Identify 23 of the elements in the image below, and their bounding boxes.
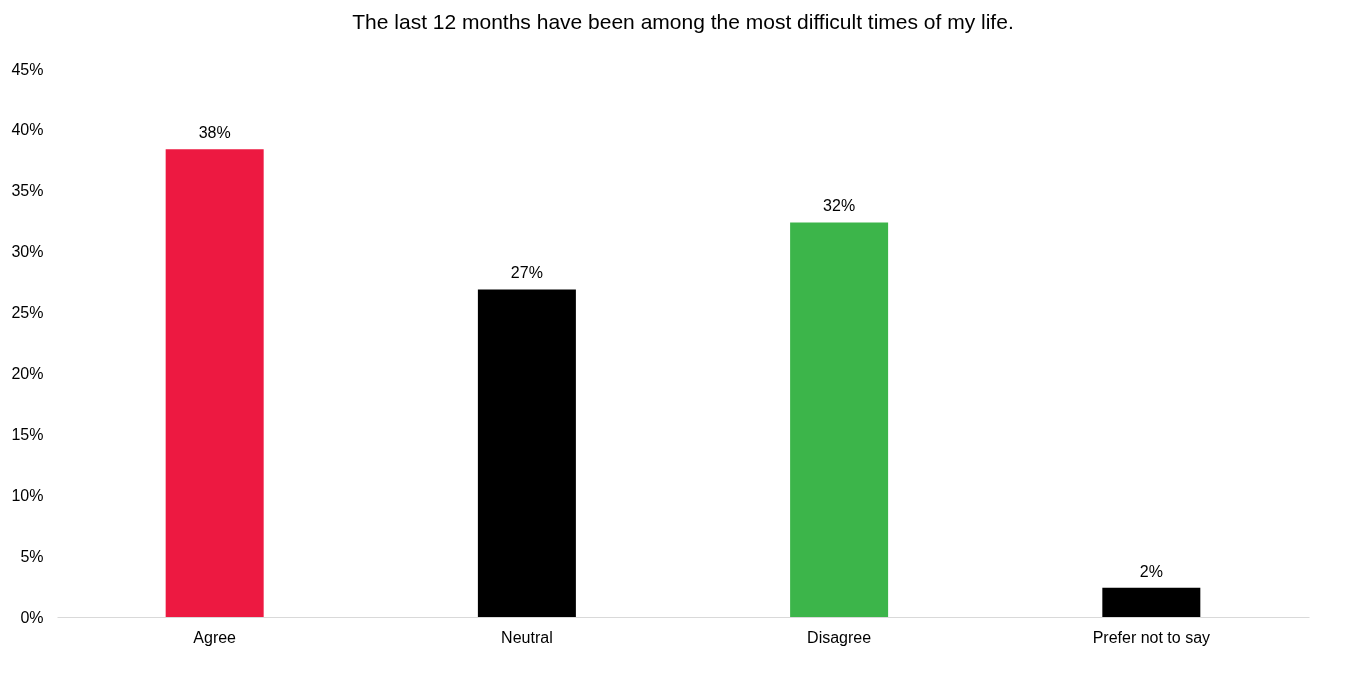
- y-tick-label: 35%: [11, 182, 44, 200]
- y-tick-label: 15%: [11, 425, 44, 443]
- x-tick-label: Neutral: [501, 628, 553, 646]
- y-tick-label: 40%: [11, 121, 44, 139]
- y-tick-label: 20%: [11, 364, 44, 382]
- x-tick-label: Agree: [193, 628, 237, 646]
- y-tick-label: 5%: [20, 547, 44, 565]
- data-label: 38%: [198, 124, 231, 142]
- chart-title: The last 12 months have been among the most difficult times of my life.: [352, 10, 1014, 33]
- bar: [477, 289, 576, 617]
- data-label: 32%: [823, 197, 856, 215]
- bar: [1102, 587, 1201, 617]
- y-tick-label: 45%: [11, 60, 44, 78]
- x-tick-label: Prefer not to say: [1092, 628, 1211, 646]
- y-tick-label: 0%: [20, 608, 44, 626]
- data-label: 2%: [1139, 562, 1163, 580]
- x-tick-label: Disagree: [807, 628, 872, 646]
- y-tick-label: 25%: [11, 304, 44, 322]
- bar: [790, 222, 889, 617]
- bar: [165, 149, 264, 617]
- y-tick-label: 10%: [11, 486, 44, 504]
- data-label: 27%: [510, 264, 543, 282]
- y-tick-label: 30%: [11, 243, 44, 261]
